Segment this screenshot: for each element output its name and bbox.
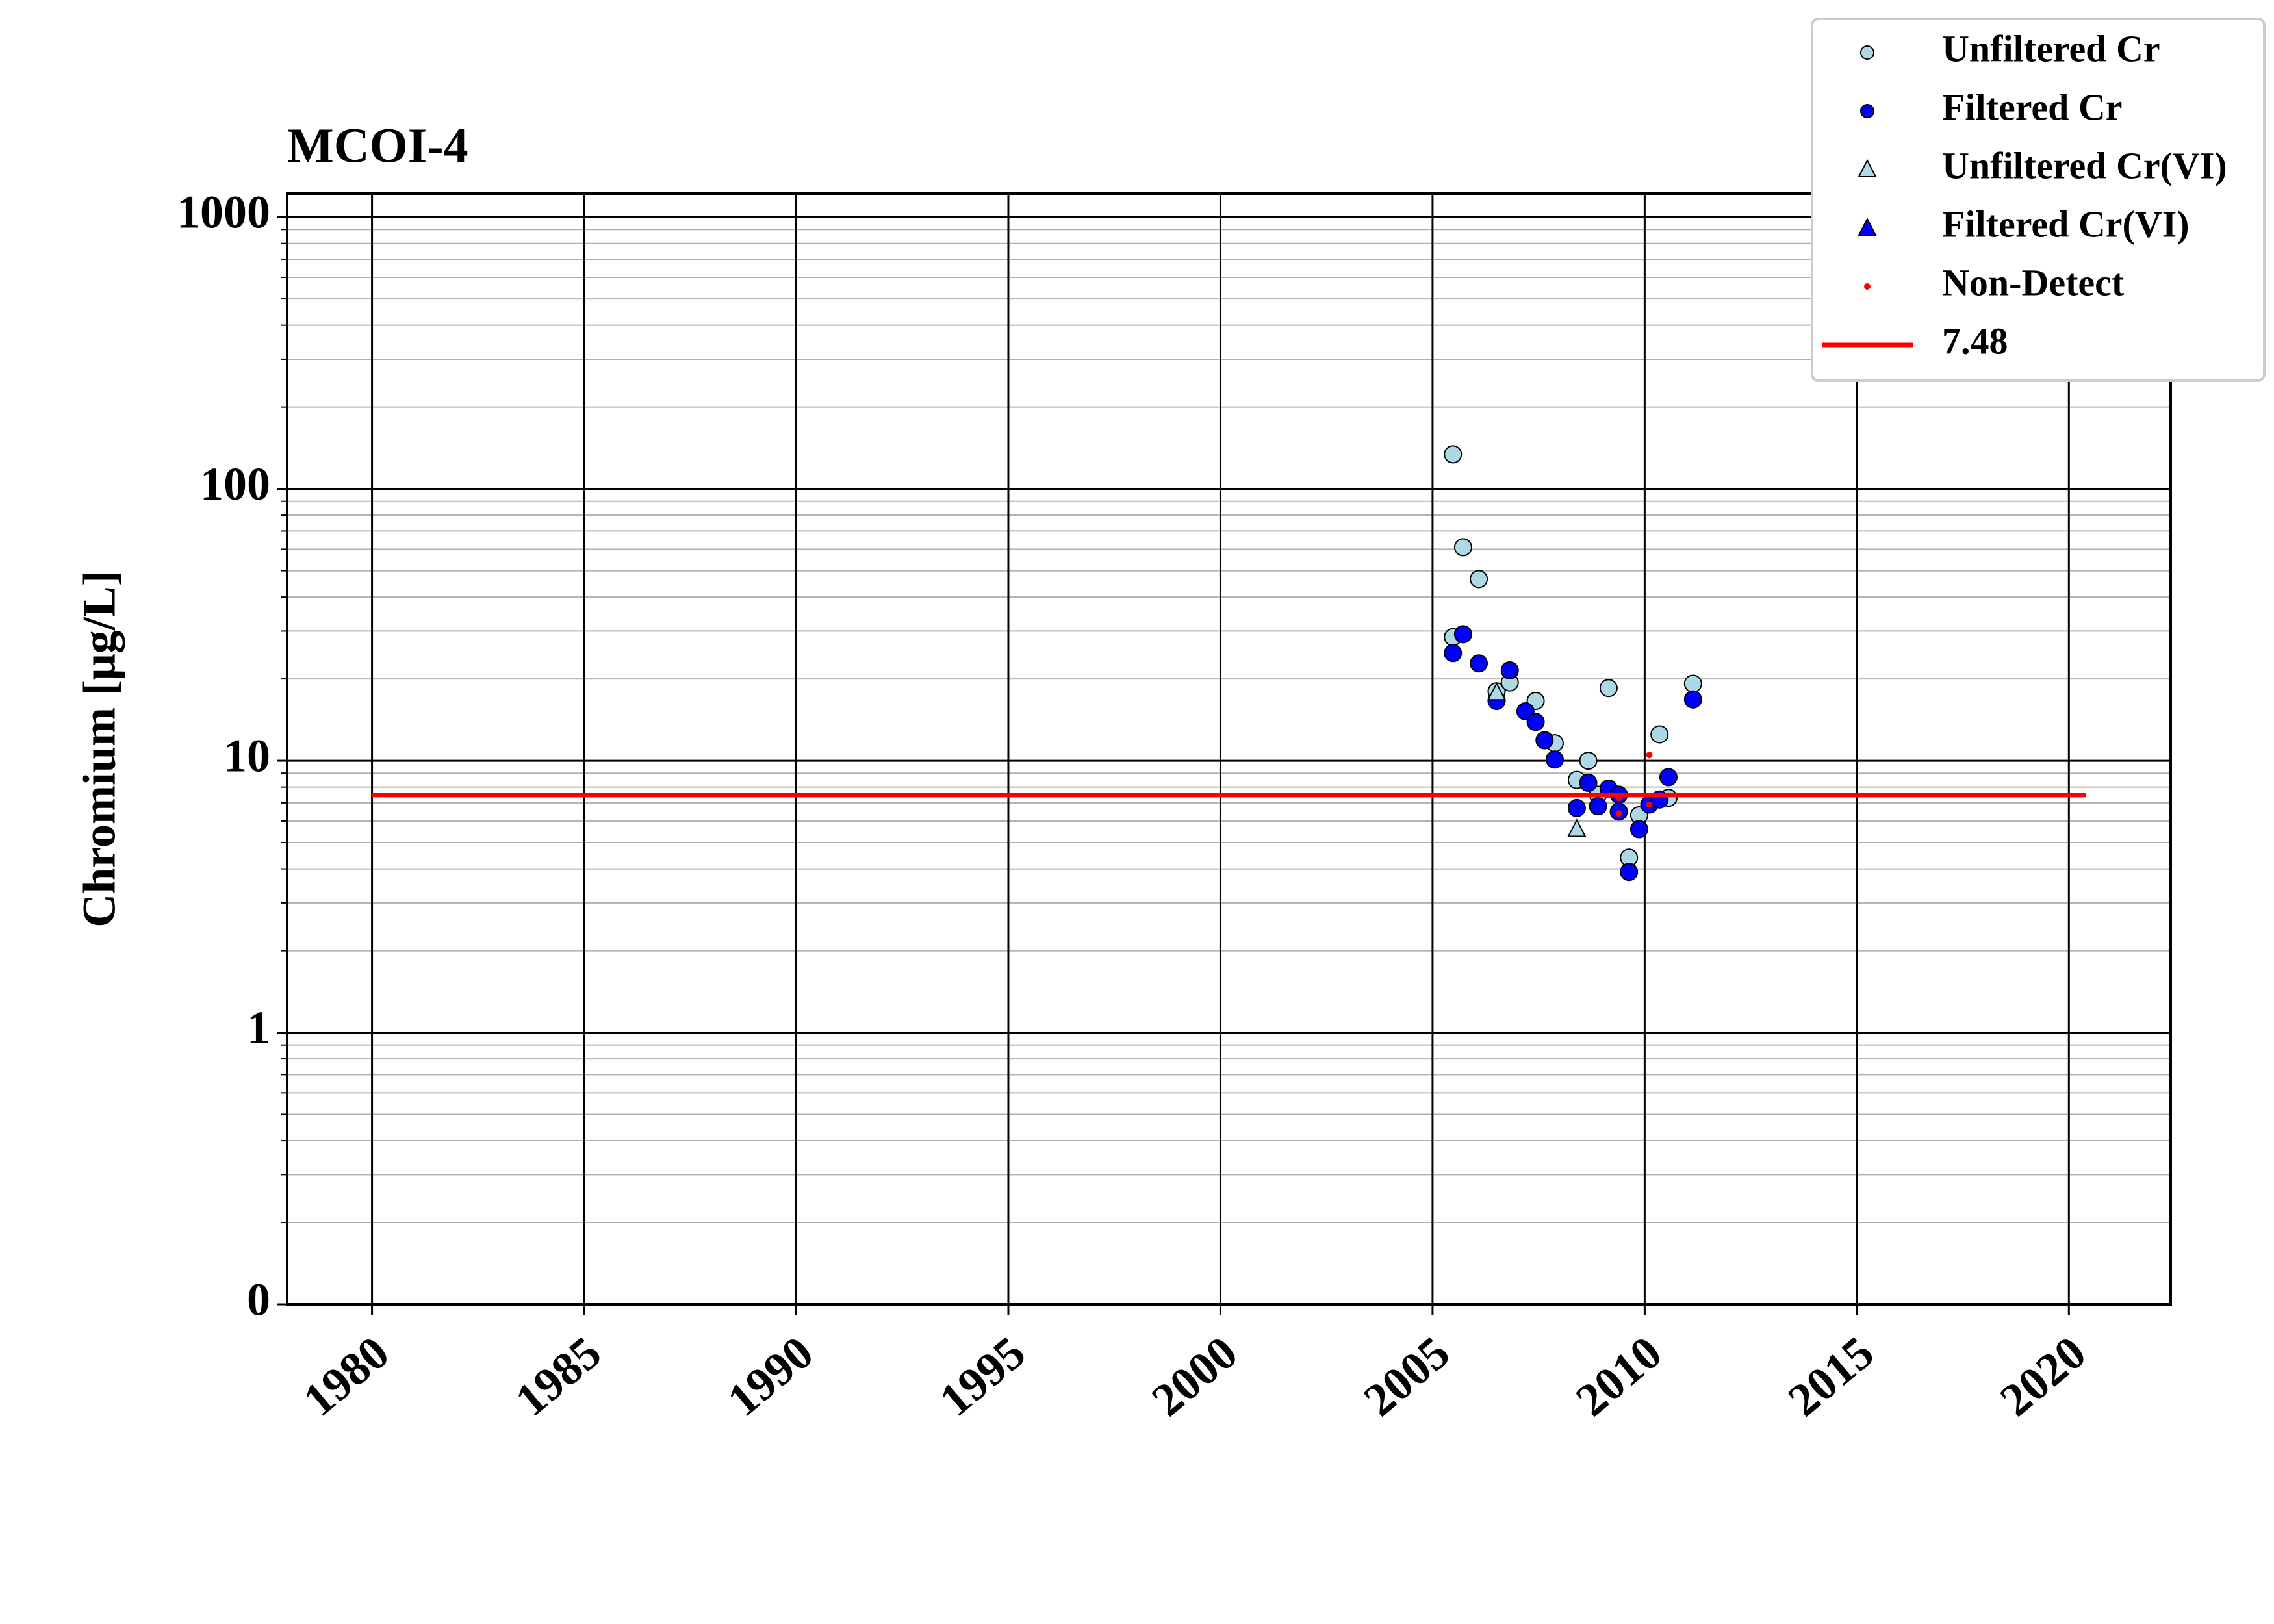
legend-marker xyxy=(1860,104,1874,118)
point xyxy=(1444,644,1463,663)
point xyxy=(1535,731,1554,750)
chart-title: MCOI-4 xyxy=(287,118,468,173)
point xyxy=(1470,570,1488,589)
legend-label: Filtered Cr xyxy=(1942,86,2123,128)
y-axis-label: Chromium [μg/L] xyxy=(73,570,125,928)
point xyxy=(1579,773,1598,792)
legend-label: Unfiltered Cr xyxy=(1942,27,2160,70)
point xyxy=(1579,752,1598,770)
point xyxy=(1500,661,1519,679)
point xyxy=(1453,625,1472,644)
plot-frame xyxy=(286,192,2172,1306)
x-tick-label: 1995 xyxy=(930,1326,1035,1427)
x-tick-label: 2005 xyxy=(1354,1326,1459,1427)
point xyxy=(1683,674,1702,693)
legend-marker xyxy=(1858,217,1877,236)
point xyxy=(1620,863,1639,882)
x-tick-label: 2020 xyxy=(1990,1326,2095,1427)
point xyxy=(1444,445,1463,464)
legend-label: Unfiltered Cr(VI) xyxy=(1942,144,2227,186)
y-tick-label: 0 xyxy=(247,1274,270,1326)
legend-label: 7.48 xyxy=(1942,320,2008,362)
point xyxy=(1650,725,1669,744)
point xyxy=(1683,690,1702,709)
legend-marker xyxy=(1860,45,1874,60)
legend-marker xyxy=(1864,283,1871,290)
legend-box xyxy=(1811,18,2266,382)
legend-label: Filtered Cr(VI) xyxy=(1942,203,2190,245)
x-tick-label: 2015 xyxy=(1778,1326,1884,1427)
y-tick-label: 1 xyxy=(247,1002,270,1054)
y-tick-label: 100 xyxy=(200,458,270,510)
point xyxy=(1453,538,1472,557)
point xyxy=(1470,654,1488,673)
x-tick-label: 1990 xyxy=(718,1326,823,1427)
x-tick-label: 2010 xyxy=(1566,1326,1672,1427)
point xyxy=(1615,810,1622,817)
legend: Unfiltered Cr Filtered Cr Unfiltered Cr(VI… xyxy=(1811,18,2266,382)
y-tick-label: 10 xyxy=(224,730,270,782)
point xyxy=(1589,797,1607,816)
x-tick-label: 2000 xyxy=(1142,1326,1247,1427)
point xyxy=(1629,820,1648,839)
x-tick-label: 1980 xyxy=(294,1326,399,1427)
y-tick-label: 1000 xyxy=(177,186,270,238)
point xyxy=(1487,682,1507,701)
point xyxy=(1599,679,1618,698)
point xyxy=(1567,798,1586,817)
point xyxy=(1545,750,1564,769)
point xyxy=(1526,713,1545,731)
point xyxy=(1659,768,1678,787)
point xyxy=(1646,801,1653,808)
legend-label: Non-Detect xyxy=(1942,261,2125,303)
x-tick-label: 1985 xyxy=(505,1326,611,1427)
point xyxy=(1567,818,1587,837)
point xyxy=(1646,752,1653,759)
legend-marker xyxy=(1858,159,1877,177)
